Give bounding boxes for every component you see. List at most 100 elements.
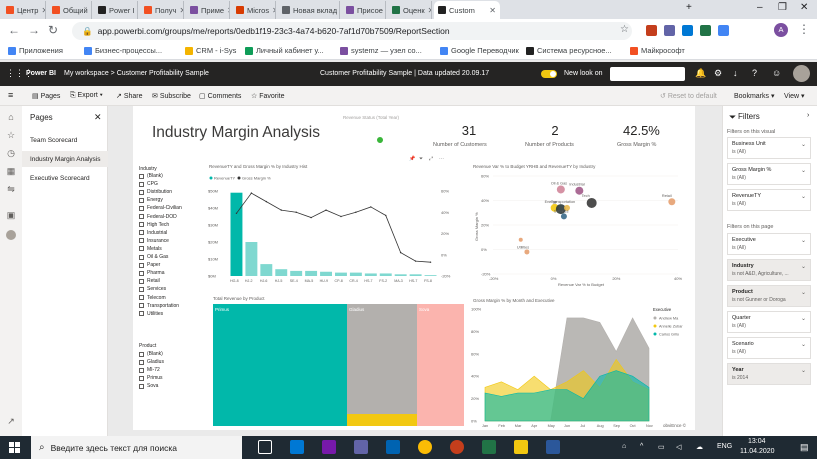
bar[interactable] bbox=[424, 275, 437, 276]
bookmark-item[interactable]: Личный кабинет у... bbox=[245, 46, 324, 55]
home-icon[interactable]: ⌂ bbox=[8, 112, 14, 122]
browser-tab[interactable]: Новая вклад✕ bbox=[278, 1, 340, 19]
app-launcher-icon[interactable]: ⋮⋮⋮ bbox=[6, 68, 33, 78]
tray-network-icon[interactable]: ▭ bbox=[658, 444, 665, 451]
tab-close-icon[interactable]: ✕ bbox=[137, 6, 138, 15]
slicer-option[interactable]: (Blank) bbox=[139, 351, 163, 357]
checkbox[interactable] bbox=[139, 303, 144, 309]
chevron-down-icon[interactable]: ⌄ bbox=[800, 194, 806, 200]
browser-tab[interactable]: Custom ✕ bbox=[434, 1, 500, 19]
slicer-option[interactable]: Federal-Civilian bbox=[139, 205, 182, 211]
chevron-down-icon[interactable]: ⌄ bbox=[800, 368, 806, 374]
powerbi-desktop-icon[interactable] bbox=[514, 440, 528, 454]
tab-close-icon[interactable]: ✕ bbox=[272, 6, 275, 15]
line-point[interactable] bbox=[235, 212, 238, 215]
office-extension-icon[interactable] bbox=[646, 25, 657, 36]
bar[interactable] bbox=[394, 274, 407, 276]
checkbox[interactable] bbox=[139, 295, 144, 300]
slicer-option[interactable]: Transportation bbox=[139, 303, 179, 309]
checkbox[interactable] bbox=[139, 270, 144, 276]
filter-card[interactable]: Product is not Gunner or Doroga ⌄ bbox=[727, 285, 811, 307]
line-point[interactable] bbox=[355, 211, 357, 213]
checkbox[interactable] bbox=[139, 230, 144, 236]
bar[interactable] bbox=[260, 264, 273, 276]
scatter-point[interactable] bbox=[524, 249, 530, 255]
chevron-down-icon[interactable]: ⌄ bbox=[800, 142, 806, 148]
tray-volume-icon[interactable]: ◁ bbox=[676, 444, 682, 451]
filter-card[interactable]: Business Unit is (All) ⌄ bbox=[727, 137, 811, 159]
tray-chevron-icon[interactable]: ^ bbox=[640, 443, 644, 450]
bar[interactable] bbox=[320, 271, 332, 276]
new-look-toggle[interactable] bbox=[541, 70, 557, 78]
chevron-down-icon[interactable]: ⌄ bbox=[800, 290, 806, 296]
view-button[interactable]: View ▾ bbox=[784, 93, 805, 100]
pages-button[interactable]: ▤ Pages bbox=[32, 92, 60, 100]
treemap-tile-primus[interactable] bbox=[213, 304, 347, 426]
bookmark-item[interactable]: Бизнес-процессы... bbox=[84, 46, 162, 55]
notifications-icon[interactable]: 🔔 bbox=[695, 68, 707, 78]
comments-button[interactable]: ▢ Comments bbox=[199, 92, 241, 100]
filter-card[interactable]: Gross Margin % is (All) ⌄ bbox=[727, 163, 811, 185]
search-input[interactable]: ⌕ Search bbox=[610, 67, 685, 82]
checkbox[interactable] bbox=[139, 181, 144, 187]
bookmark-item[interactable]: CRM - i-Sys bbox=[185, 46, 236, 55]
outlook-extension-icon[interactable] bbox=[682, 25, 693, 36]
clock-date[interactable]: 11.04.2020 bbox=[740, 448, 775, 455]
filter-card[interactable]: RevenueTY is (All) ⌄ bbox=[727, 189, 811, 211]
line-point[interactable] bbox=[385, 214, 387, 217]
chevron-down-icon[interactable]: ⌄ bbox=[800, 264, 806, 270]
checkbox[interactable] bbox=[139, 173, 144, 179]
page-item[interactable]: Team Scorecard bbox=[22, 132, 108, 148]
line-point[interactable] bbox=[265, 200, 268, 203]
notification-center-icon[interactable]: ▤ bbox=[800, 442, 809, 452]
bookmark-item[interactable]: Система ресурсное... bbox=[526, 46, 612, 55]
scatter-point[interactable] bbox=[555, 204, 566, 215]
powerpoint-icon[interactable] bbox=[450, 440, 464, 454]
bar[interactable] bbox=[364, 273, 377, 276]
checkbox[interactable] bbox=[139, 254, 144, 260]
maximize-button[interactable]: ❐ bbox=[778, 2, 787, 13]
checkbox[interactable] bbox=[139, 222, 144, 228]
slicer-option[interactable]: Utilities bbox=[139, 311, 163, 317]
feedback-icon[interactable]: ☺ bbox=[772, 68, 782, 78]
scatter-point[interactable] bbox=[564, 204, 570, 211]
tab-close-icon[interactable]: ✕ bbox=[489, 5, 496, 15]
checkbox[interactable] bbox=[139, 351, 144, 357]
browser-tab[interactable]: Приме✕ bbox=[186, 1, 230, 19]
chrome-icon[interactable] bbox=[418, 440, 432, 454]
windows-start-icon[interactable] bbox=[9, 442, 20, 453]
apps-icon[interactable]: ▦ bbox=[6, 166, 16, 176]
slicer-option[interactable]: Telecom bbox=[139, 295, 166, 301]
scatter-point[interactable] bbox=[560, 213, 567, 220]
line-point[interactable] bbox=[310, 216, 312, 219]
collapse-filters-icon[interactable]: › bbox=[807, 112, 810, 119]
bar[interactable] bbox=[275, 269, 288, 276]
browser-tab[interactable]: Micros✕ bbox=[232, 1, 276, 19]
favorite-button[interactable]: ☆ Favorite bbox=[251, 92, 285, 100]
tray-onedrive-icon[interactable]: ☁ bbox=[696, 444, 703, 451]
expand-icon[interactable]: ↗ bbox=[7, 416, 15, 426]
excel-icon[interactable] bbox=[482, 440, 496, 454]
page-item[interactable]: Executive Scorecard bbox=[22, 170, 108, 186]
star-icon[interactable]: ☆ bbox=[620, 24, 629, 35]
excel-extension-icon[interactable] bbox=[700, 25, 711, 36]
slicer-option[interactable]: Gladius bbox=[139, 359, 164, 365]
tab-close-icon[interactable]: ✕ bbox=[91, 6, 92, 15]
treemap-tile-small[interactable] bbox=[347, 414, 417, 426]
line-point[interactable] bbox=[399, 251, 402, 254]
tab-close-icon[interactable]: ✕ bbox=[179, 6, 183, 15]
browser-menu-icon[interactable]: ⋮ bbox=[798, 22, 810, 36]
download-icon[interactable]: ↓ bbox=[733, 68, 738, 78]
task-view-icon[interactable] bbox=[258, 440, 272, 454]
share-button[interactable]: ↗ Share bbox=[116, 92, 143, 100]
browser-tab[interactable]: Центр✕ bbox=[2, 1, 46, 19]
teams-extension-icon[interactable] bbox=[664, 25, 675, 36]
bookmark-item[interactable]: systemz — узел co... bbox=[340, 46, 422, 55]
bar[interactable] bbox=[349, 272, 362, 276]
breadcrumb[interactable]: My workspace > Customer Profitability Sa… bbox=[64, 70, 209, 77]
checkbox[interactable] bbox=[139, 246, 144, 252]
new-tab-button[interactable]: + bbox=[686, 2, 692, 13]
line-point[interactable] bbox=[250, 192, 253, 194]
bookmark-item[interactable]: Майкрософт bbox=[630, 46, 685, 55]
scatter-point[interactable] bbox=[668, 198, 676, 206]
